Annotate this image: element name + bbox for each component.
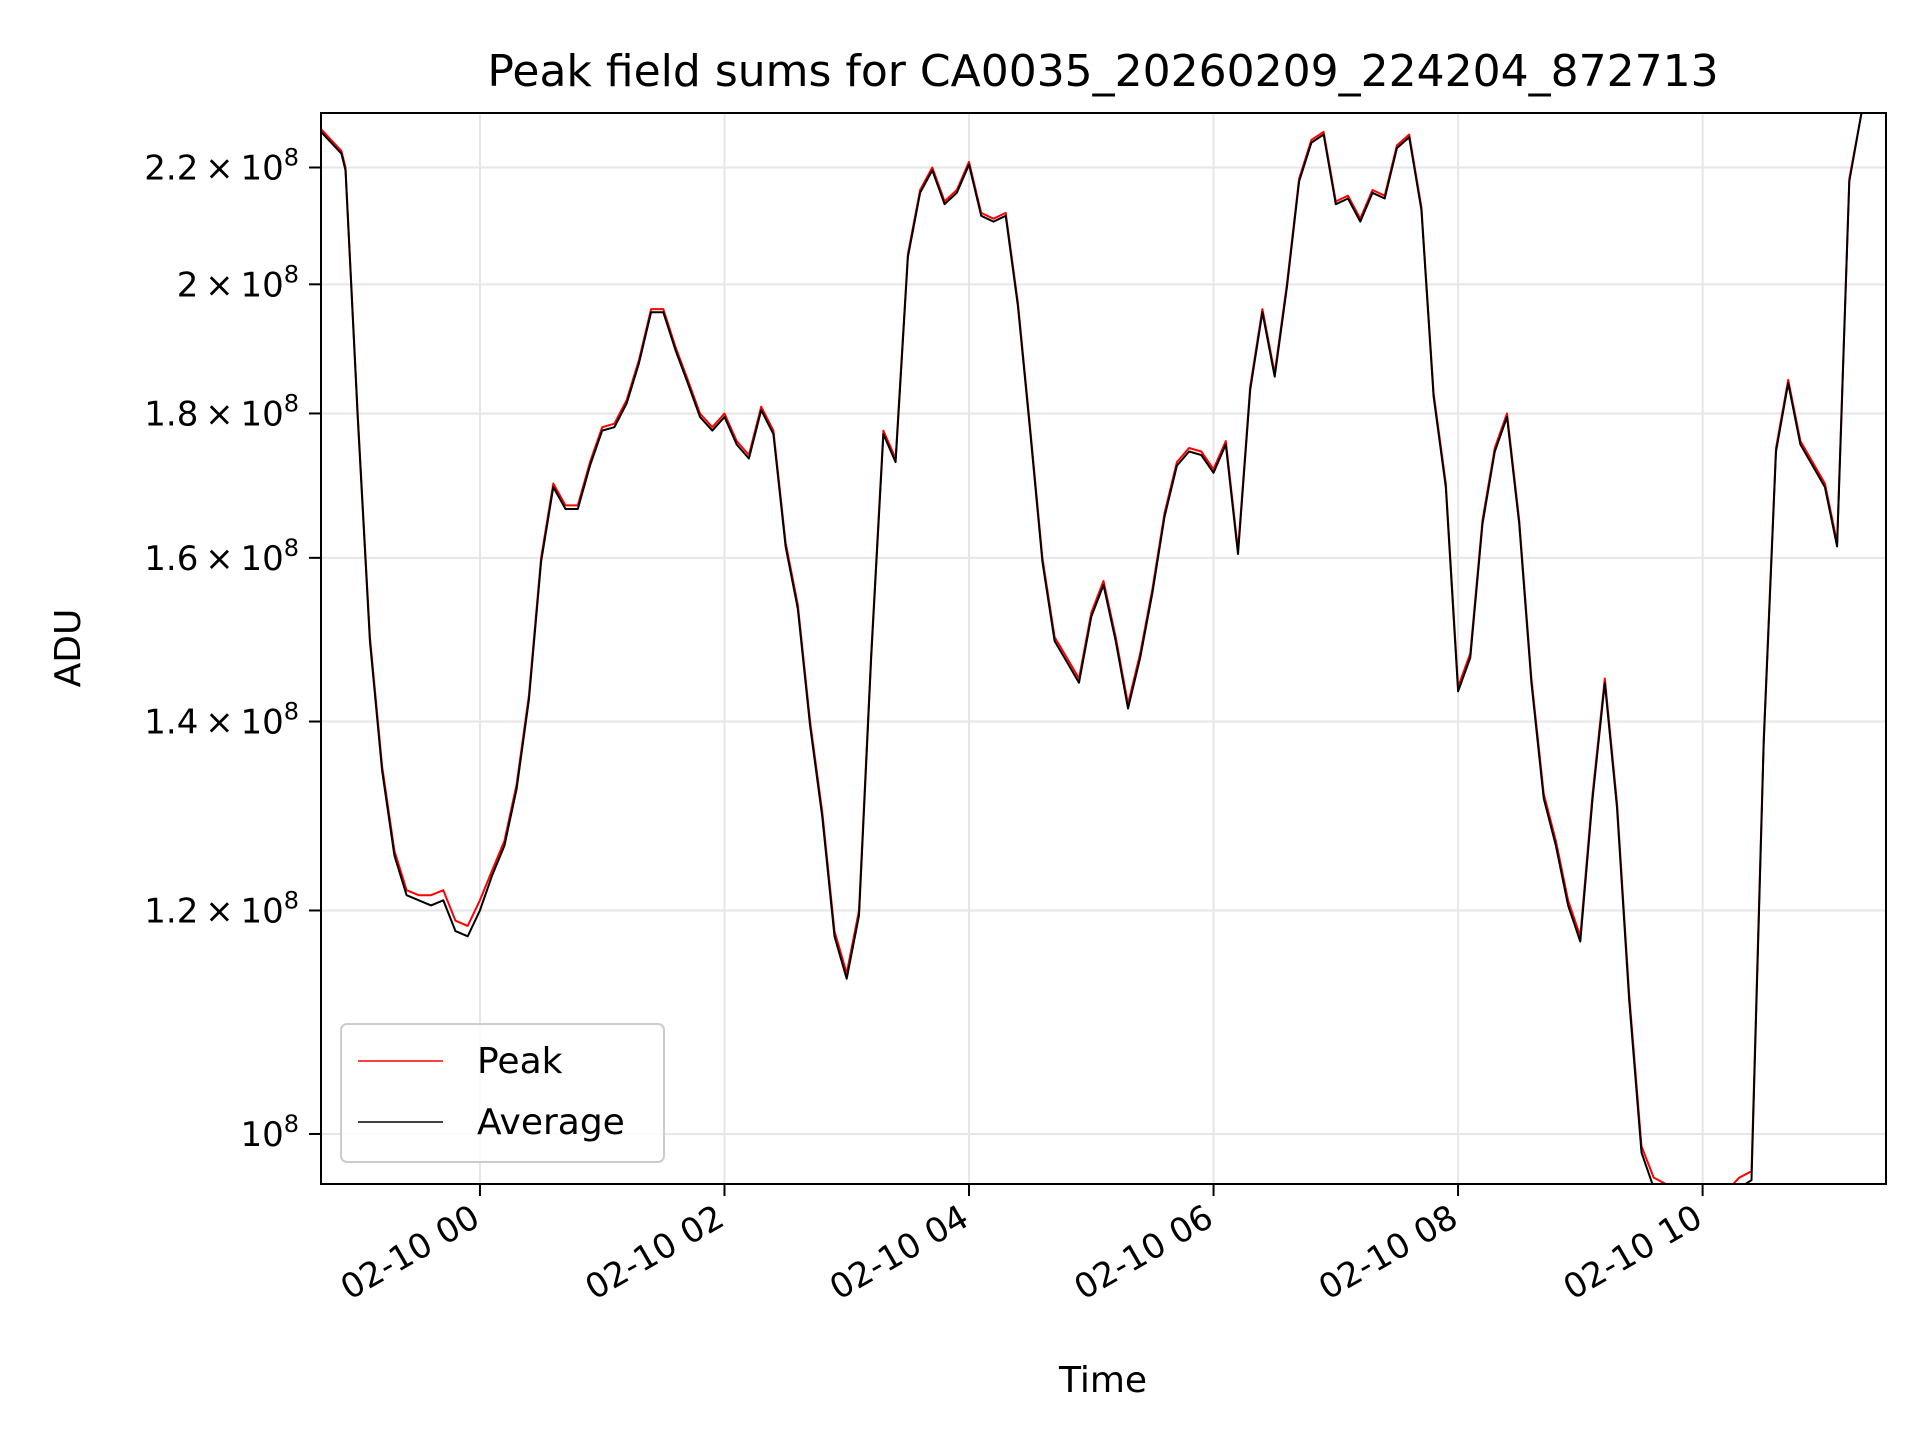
y-tick-label: 2.2 × 108 xyxy=(144,143,299,188)
y-tick-times: × 10 xyxy=(198,394,283,434)
chart-title: Peak field sums for CA0035_20260209_2242… xyxy=(487,46,1718,97)
y-tick-exponent: 8 xyxy=(284,1110,299,1138)
y-tick-exponent: 8 xyxy=(284,698,299,726)
y-tick-mantissa: 1.4 xyxy=(144,703,198,743)
y-tick-label: 1.6 × 108 xyxy=(144,534,299,579)
legend-label-peak: Peak xyxy=(477,1041,563,1082)
y-tick-label: 1.4 × 108 xyxy=(144,698,299,743)
y-tick-times: × 10 xyxy=(198,265,283,305)
y-tick-exponent: 8 xyxy=(284,886,299,914)
y-tick-exponent: 8 xyxy=(284,389,299,417)
grid xyxy=(321,113,1886,1184)
legend-label-average: Average xyxy=(477,1102,625,1143)
y-tick-label: 2 × 108 xyxy=(177,260,299,305)
legend-box xyxy=(340,1023,665,1163)
y-axis-label: ADU xyxy=(48,609,89,688)
y-tick-mantissa: 1.8 xyxy=(144,394,198,434)
y-tick-mantissa: 1.2 xyxy=(144,891,198,931)
y-tick-mantissa: 2 xyxy=(177,265,199,305)
y-tick-exponent: 8 xyxy=(284,143,299,171)
y-tick-label: 1.8 × 108 xyxy=(144,389,299,434)
y-tick-base: 10 xyxy=(240,1115,283,1155)
y-tick-label: 108 xyxy=(240,1110,299,1155)
x-axis-label: Time xyxy=(1058,1360,1147,1401)
y-tick-times: × 10 xyxy=(198,539,283,579)
y-tick-times: × 10 xyxy=(198,148,283,188)
legend: Peak Average xyxy=(340,1023,665,1163)
y-tick-mantissa: 1.6 xyxy=(144,539,198,579)
y-tick-exponent: 8 xyxy=(284,534,299,562)
series-line-average xyxy=(321,113,1863,1184)
y-tick-times: × 10 xyxy=(198,703,283,743)
y-tick-exponent: 8 xyxy=(284,260,299,288)
y-tick-label: 1.2 × 108 xyxy=(144,886,299,931)
y-tick-times: × 10 xyxy=(198,891,283,931)
series-layer xyxy=(321,113,1863,1184)
axes-frame xyxy=(320,112,1887,1185)
y-tick-mantissa: 2.2 xyxy=(144,148,198,188)
